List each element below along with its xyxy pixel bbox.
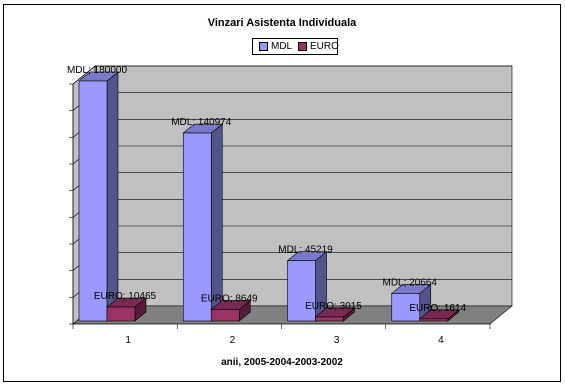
bar-mdl-1-label: MDL; 180000 (67, 65, 127, 76)
x-tick-label-1: 1 (125, 335, 131, 346)
legend-swatch-mdl (259, 42, 268, 51)
legend-swatch-euro (298, 42, 307, 51)
bar-mdl-3 (287, 260, 316, 322)
legend-label-mdl: MDL (271, 41, 293, 52)
chart-legend: MDL EURO (252, 38, 339, 55)
legend-label-euro: EURO (310, 41, 339, 52)
bar-euro-2-label: EURO; 8649 (201, 293, 258, 304)
bar-mdl-4-label: MDL; 20664 (383, 277, 438, 288)
bar-euro-3-label: EURO; 3015 (305, 301, 362, 312)
x-tick-label-3: 3 (334, 335, 340, 346)
bar-euro-1 (106, 306, 136, 322)
bar-euro-1-label: EURO; 10465 (94, 291, 157, 302)
bar-mdl-3-label: MDL; 45219 (278, 245, 333, 256)
bar-mdl-2 (182, 132, 212, 322)
bar-euro-4 (419, 318, 449, 322)
bar-euro-4-label: EURO; 1614 (409, 303, 466, 314)
x-tick-label-4: 4 (438, 335, 444, 346)
bar-mdl-2-side (210, 123, 223, 322)
chart-title: Vinzari Asistenta Individuala (207, 17, 357, 29)
legend-item-mdl: MDL (259, 41, 292, 52)
gridline (72, 65, 512, 85)
bar-mdl-1-side (106, 71, 119, 322)
bar-mdl-1 (78, 80, 108, 322)
bar-mdl-2-label: MDL; 140974 (171, 117, 231, 128)
bar-euro-3 (315, 316, 344, 322)
x-tick-label-2: 2 (230, 335, 236, 346)
bar-mdl-4 (391, 293, 421, 322)
x-axis-title: anii, 2005-2004-2003-2002 (221, 357, 343, 368)
legend-item-euro: EURO (298, 41, 339, 52)
bar-euro-2 (210, 309, 240, 322)
